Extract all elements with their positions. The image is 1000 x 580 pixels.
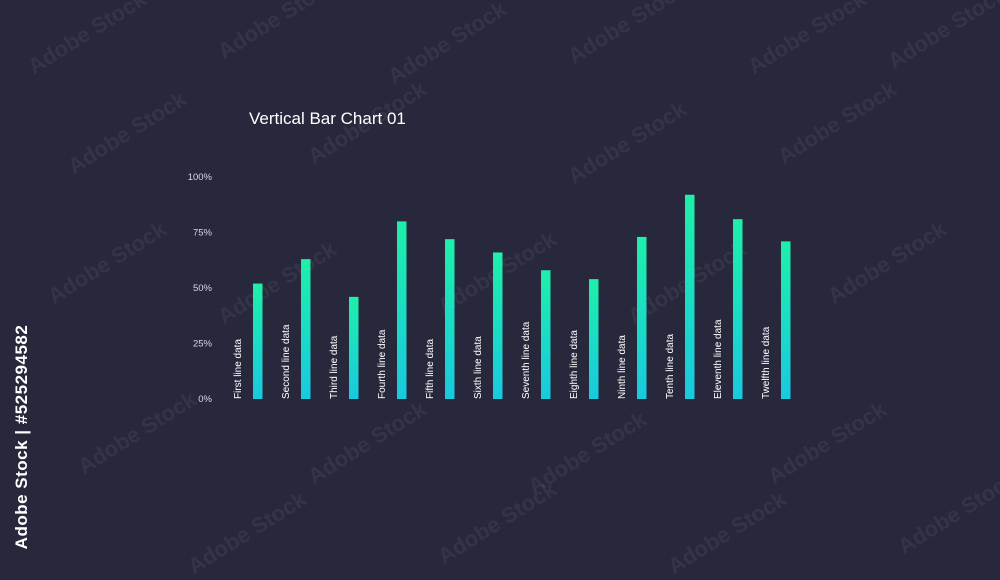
- x-tick-label: Fourth line data: [377, 329, 388, 399]
- y-tick-label: 75%: [193, 228, 213, 239]
- bar-chart: Vertical Bar Chart 01 0% 25% 50% 75% 100% Fi…: [188, 109, 791, 405]
- x-tick-label: Sixth line data: [473, 336, 484, 399]
- x-tick-label: Twelfth line data: [761, 326, 772, 399]
- y-tick-label: 25%: [193, 339, 213, 350]
- x-tick-label: Third line data: [329, 335, 340, 399]
- bar: [493, 252, 503, 399]
- bar: [349, 296, 359, 399]
- x-tick-label: Eleventh line data: [713, 319, 724, 399]
- bar: [637, 236, 647, 399]
- x-tick-label: Ninth line data: [617, 335, 628, 399]
- y-tick-label: 100%: [188, 172, 213, 183]
- bar: [541, 270, 551, 399]
- chart-title: Vertical Bar Chart 01: [249, 109, 406, 128]
- bar: [589, 279, 599, 399]
- bar: [733, 219, 743, 399]
- bar: [301, 259, 311, 399]
- watermark-side-text: Adobe Stock | #525294582: [12, 324, 31, 550]
- y-tick-label: 50%: [193, 283, 213, 294]
- bar: [685, 194, 695, 399]
- x-tick-label: Tenth line data: [665, 334, 676, 399]
- y-tick-label: 0%: [198, 394, 212, 405]
- bars-group: [253, 194, 791, 399]
- x-tick-label: First line data: [233, 339, 244, 399]
- bar: [445, 239, 455, 399]
- x-axis-labels: First line data Second line data Third lin…: [233, 319, 772, 399]
- x-tick-label: Fifth line data: [425, 339, 436, 399]
- bar: [397, 221, 407, 399]
- bar: [253, 283, 263, 399]
- y-axis-ticks: 0% 25% 50% 75% 100%: [188, 172, 213, 405]
- x-tick-label: Seventh line data: [521, 321, 532, 399]
- bar: [781, 241, 791, 399]
- x-tick-label: Second line data: [281, 324, 292, 399]
- x-tick-label: Eighth line data: [569, 330, 580, 399]
